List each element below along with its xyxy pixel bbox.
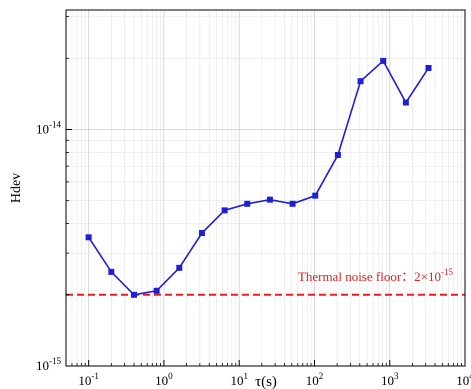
data-point: [198, 230, 205, 237]
x-tick-label-base: 10: [381, 373, 394, 388]
x-tick-label-base: 10: [78, 373, 91, 388]
plot-background: [66, 10, 465, 366]
y-tick-label-exp: -14: [49, 119, 61, 129]
thermal-noise-floor-label-text: Thermal noise floor：: [298, 269, 414, 284]
data-point: [130, 291, 137, 298]
x-tick-label-exp: 0: [168, 371, 173, 381]
x-tick-label-base: 10: [306, 373, 319, 388]
x-tick-label-base: 10: [155, 373, 168, 388]
data-point: [153, 287, 160, 294]
x-axis-label: τ(s): [255, 374, 277, 389]
y-tick-label-base: 10: [36, 121, 49, 136]
data-point: [176, 264, 183, 271]
y-tick-label: 10-14: [36, 119, 61, 136]
thermal-noise-floor-label-base: 2×10: [414, 269, 441, 284]
plot-frame: [65, 9, 466, 367]
x-tick-label-exp: 3: [394, 371, 399, 381]
y-axis-label: Hdev: [9, 173, 24, 203]
x-tick-label: 102: [306, 371, 324, 388]
data-point: [402, 99, 409, 106]
x-tick-label: 103: [381, 371, 399, 388]
y-tick-label-exp: -15: [49, 356, 61, 366]
data-point: [266, 196, 273, 203]
data-point: [289, 200, 296, 207]
data-point: [357, 78, 364, 85]
x-tick-label-exp: 2: [319, 371, 324, 381]
x-tick-label-base: 10: [456, 373, 469, 388]
data-point: [312, 192, 319, 199]
y-tick-label-base: 10: [36, 358, 49, 373]
data-point: [108, 268, 115, 275]
series-layer: [85, 57, 432, 298]
data-point: [380, 57, 387, 64]
data-point: [244, 200, 251, 207]
data-point: [334, 152, 341, 159]
x-tick-label-exp: 4: [469, 371, 471, 381]
x-tick-label: 100: [155, 371, 173, 388]
data-point: [425, 64, 432, 71]
x-tick-label-exp: 1: [243, 371, 248, 381]
x-tick-label-exp: -1: [91, 371, 99, 381]
x-tick-label-base: 10: [230, 373, 243, 388]
y-tick-label: 10-15: [36, 356, 61, 373]
x-tick-label: 101: [230, 371, 248, 388]
series-line: [87, 59, 430, 296]
x-axis-ticks: 10-1100101102103104: [65, 360, 471, 388]
thermal-noise-floor-label-exp: -15: [441, 267, 453, 277]
x-tick-label: 104: [456, 371, 471, 388]
grid-minor: [65, 10, 465, 366]
x-tick-label: 10-1: [78, 371, 99, 388]
data-point: [221, 207, 228, 214]
data-point: [85, 234, 92, 241]
thermal-noise-floor-label: Thermal noise floor：2×10-15: [298, 267, 454, 284]
